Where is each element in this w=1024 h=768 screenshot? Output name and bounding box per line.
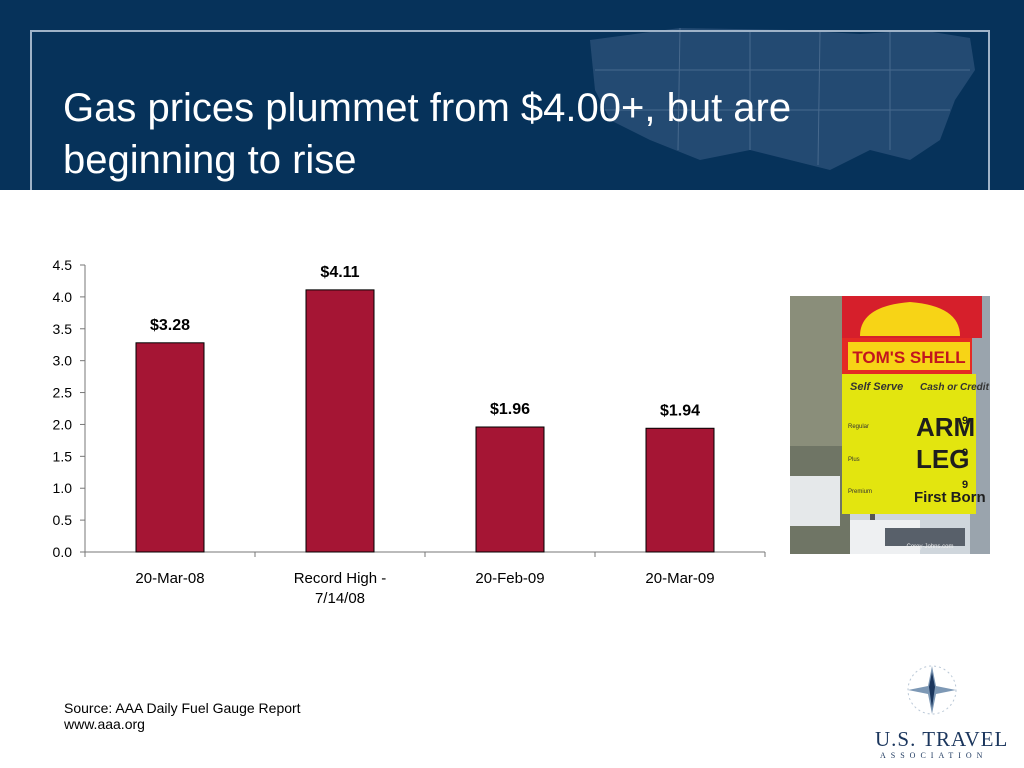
bar <box>135 342 205 553</box>
sign-cash-credit: Cash or Credit <box>920 382 990 393</box>
category-label: Record High - <box>294 570 387 587</box>
category-label: 20-Mar-08 <box>135 570 204 587</box>
gas-station-sign-photo: TOM'S SHELL Self Serve Cash or Credit Re… <box>790 296 990 554</box>
title-header: Gas prices plummet from $4.00+, but are … <box>0 0 1024 190</box>
sign-price-arm-suffix: 9 <box>962 415 968 427</box>
chart-bars <box>135 289 715 553</box>
sign-grade-plus: Plus <box>848 457 860 463</box>
y-tick-label: 1.0 <box>53 480 73 496</box>
chart-labels: $3.28 20-Mar-08 $4.11 Record High - 7/14/08 $… <box>135 264 714 607</box>
data-label: $4.11 <box>320 264 359 281</box>
source-note: Source: AAA Daily Fuel Gauge Report www.… <box>64 700 301 732</box>
us-map-background <box>590 27 975 170</box>
y-tick-label: 0.0 <box>53 544 73 560</box>
sign-self-serve: Self Serve <box>850 381 903 393</box>
category-label: 7/14/08 <box>315 590 365 607</box>
source-line: Source: AAA Daily Fuel Gauge Report <box>64 700 301 716</box>
data-label: $1.96 <box>490 401 530 418</box>
y-tick-label: 0.5 <box>53 512 73 528</box>
sign-price-leg: LEG <box>916 444 969 474</box>
photo-credit: Corey-Johns.com <box>906 544 953 550</box>
y-tick-label: 2.5 <box>53 385 73 401</box>
bar <box>645 427 715 553</box>
data-label: $3.28 <box>150 317 190 334</box>
sign-grade-regular: Regular <box>848 424 869 430</box>
bar <box>475 426 545 553</box>
data-label: $1.94 <box>660 402 700 419</box>
logo-sub: ASSOCIATION <box>880 751 988 760</box>
chart-axes: 0.0 0.5 1.0 1.5 2.0 2.5 3.0 3.5 4.0 4.5 <box>53 257 766 560</box>
us-travel-star-logo <box>907 665 957 715</box>
y-tick-label: 4.5 <box>53 257 73 273</box>
slide-title: Gas prices plummet from $4.00+, but are … <box>63 86 792 182</box>
category-label: 20-Feb-09 <box>475 570 544 587</box>
sign-grade-premium: Premium <box>848 489 872 495</box>
y-tick-label: 3.5 <box>53 321 73 337</box>
sign-price-arm: ARM <box>916 412 975 442</box>
y-tick-label: 1.5 <box>53 448 73 464</box>
sign-name: TOM'S SHELL <box>852 348 965 367</box>
bar <box>305 289 375 553</box>
y-tick-label: 4.0 <box>53 289 73 305</box>
y-tick-label: 2.0 <box>53 416 73 432</box>
sign-price-firstborn: First Born <box>914 489 986 506</box>
sign-price-firstborn-suffix: 9 <box>962 479 968 491</box>
source-url: www.aaa.org <box>64 716 145 732</box>
bar-chart: 0.0 0.5 1.0 1.5 2.0 2.5 3.0 3.5 4.0 4.5 $3.28 20-M… <box>53 257 766 607</box>
sign-price-leg-suffix: 9 <box>962 447 968 459</box>
y-tick-label: 3.0 <box>53 353 73 369</box>
category-label: 20-Mar-09 <box>645 570 714 587</box>
header-frame <box>30 30 990 190</box>
logo-name: U.S. TRAVEL <box>875 727 1009 751</box>
